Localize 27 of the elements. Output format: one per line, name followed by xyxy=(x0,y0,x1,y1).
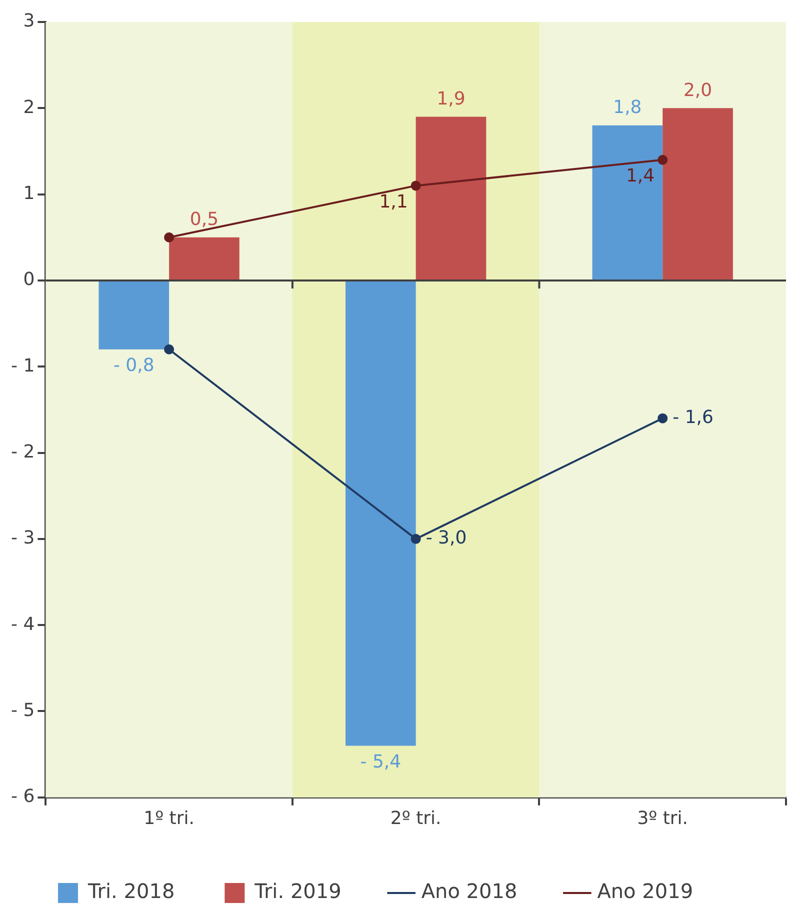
y-tick-label: - 2 xyxy=(10,441,35,462)
data-label: 1,4 xyxy=(626,166,655,187)
legend-label: Ano 2019 xyxy=(597,879,694,904)
x-tick-label: 1º tri. xyxy=(144,808,194,829)
y-tick-label: - 1 xyxy=(10,355,35,376)
data-label: 1,8 xyxy=(613,97,642,118)
y-tick-label: 2 xyxy=(23,96,35,118)
data-label: 0,5 xyxy=(190,209,219,230)
data-label: 1,1 xyxy=(379,191,408,212)
legend-label: Tri. 2018 xyxy=(87,879,175,904)
data-label: - 0,8 xyxy=(113,355,154,376)
y-tick-label: - 6 xyxy=(10,786,35,808)
y-tick-label: - 3 xyxy=(10,528,35,549)
y-tick-label: - 4 xyxy=(10,614,35,635)
y-tick-label: 1 xyxy=(23,182,35,204)
data-label: 1,9 xyxy=(436,88,466,110)
data-label: - 3,0 xyxy=(426,528,467,549)
legend-label: Tri. 2019 xyxy=(254,879,342,904)
y-tick-label: 3 xyxy=(23,10,35,32)
x-tick-label: 3º tri. xyxy=(637,808,688,829)
y-tick-label: - 5 xyxy=(10,700,35,721)
data-label: - 5,4 xyxy=(360,751,402,772)
data-label: - 1,6 xyxy=(672,406,714,428)
y-tick-label: 0 xyxy=(23,269,35,290)
legend-label: Ano 2018 xyxy=(421,879,518,904)
x-tick-label: 2º tri. xyxy=(390,808,442,829)
data-label: 2,0 xyxy=(683,80,712,101)
